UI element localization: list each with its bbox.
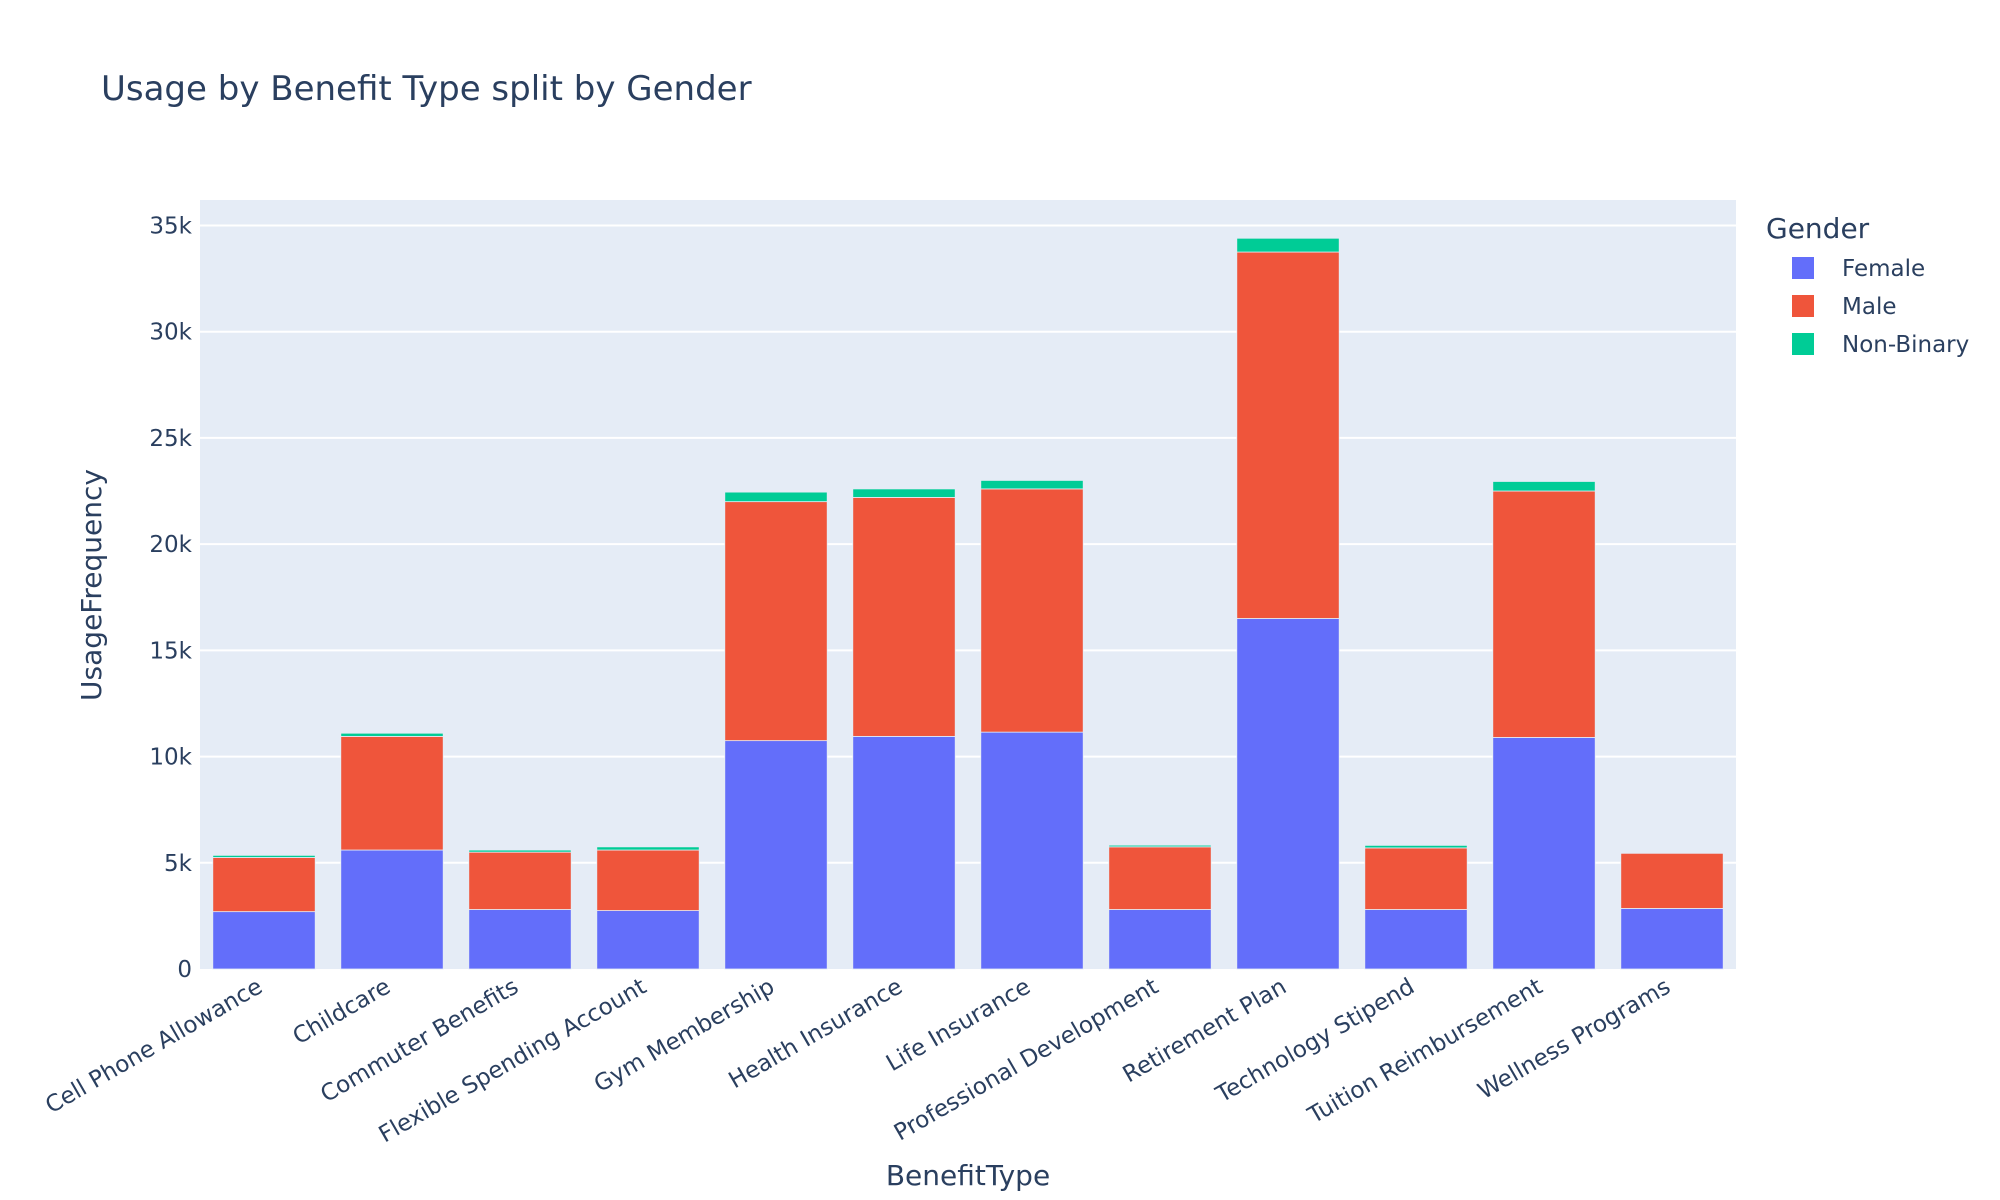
bar-non-binary-commuter-benefits[interactable] bbox=[468, 849, 572, 853]
y-tick-label: 35k bbox=[149, 213, 192, 239]
bar-female-cell-phone-allowance[interactable] bbox=[212, 911, 316, 970]
bars[interactable] bbox=[212, 237, 1724, 970]
legend-label-non-binary[interactable]: Non-Binary bbox=[1842, 332, 1969, 358]
y-axis-ticks: 0 5k 10k 15k 20k 25k 30k 35k bbox=[149, 213, 192, 983]
y-tick-label: 0 bbox=[177, 957, 192, 983]
bar-female-tuition-reimbursement[interactable] bbox=[1492, 737, 1596, 970]
bar-male-retirement-plan[interactable] bbox=[1236, 251, 1340, 619]
bar-non-binary-life-insurance[interactable] bbox=[980, 480, 1084, 490]
legend-swatch-male[interactable] bbox=[1792, 295, 1814, 317]
bar-male-health-insurance[interactable] bbox=[852, 497, 956, 737]
bar-non-binary-professional-development[interactable] bbox=[1108, 844, 1212, 848]
bar-non-binary-tuition-reimbursement[interactable] bbox=[1492, 481, 1596, 492]
bar-female-commuter-benefits[interactable] bbox=[468, 909, 572, 970]
bar-female-wellness-programs[interactable] bbox=[1620, 908, 1724, 970]
bar-female-childcare[interactable] bbox=[340, 849, 444, 970]
legend-label-male[interactable]: Male bbox=[1842, 294, 1896, 320]
bar-female-technology-stipend[interactable] bbox=[1364, 909, 1468, 970]
bar-male-childcare[interactable] bbox=[340, 735, 444, 851]
legend-swatch-non-binary[interactable] bbox=[1792, 333, 1814, 355]
bar-male-life-insurance[interactable] bbox=[980, 488, 1084, 733]
legend-title: Gender bbox=[1766, 212, 1870, 245]
bar-male-wellness-programs[interactable] bbox=[1620, 852, 1724, 909]
bar-male-commuter-benefits[interactable] bbox=[468, 851, 572, 910]
x-tick-label: Childcare bbox=[289, 974, 395, 1050]
y-tick-label: 5k bbox=[164, 851, 193, 877]
y-tick-label: 25k bbox=[149, 426, 192, 452]
bar-female-life-insurance[interactable] bbox=[980, 731, 1084, 970]
bar-male-professional-development[interactable] bbox=[1108, 846, 1212, 910]
y-tick-label: 15k bbox=[149, 638, 192, 664]
x-axis-title: BenefitType bbox=[886, 1159, 1050, 1192]
legend-swatch-female[interactable] bbox=[1792, 257, 1814, 279]
bar-male-gym-membership[interactable] bbox=[724, 501, 828, 742]
bar-non-binary-childcare[interactable] bbox=[340, 732, 444, 737]
grid-lines bbox=[200, 224, 1736, 864]
legend-label-female[interactable]: Female bbox=[1842, 256, 1925, 282]
y-tick-label: 20k bbox=[149, 532, 192, 558]
bar-male-technology-stipend[interactable] bbox=[1364, 847, 1468, 910]
bar-non-binary-cell-phone-allowance[interactable] bbox=[212, 854, 316, 858]
legend[interactable]: Gender Female Male Non-Binary bbox=[1766, 212, 1969, 358]
bar-female-flexible-spending-account[interactable] bbox=[596, 910, 700, 970]
bar-non-binary-retirement-plan[interactable] bbox=[1236, 237, 1340, 253]
y-axis-title: UsageFrequency bbox=[75, 469, 108, 701]
bar-female-health-insurance[interactable] bbox=[852, 735, 956, 970]
bar-male-cell-phone-allowance[interactable] bbox=[212, 857, 316, 913]
bar-non-binary-wellness-programs[interactable] bbox=[1620, 852, 1724, 854]
y-tick-label: 10k bbox=[149, 745, 192, 771]
bar-non-binary-health-insurance[interactable] bbox=[852, 488, 956, 498]
x-tick-label: Cell Phone Allowance bbox=[41, 974, 267, 1119]
bar-female-retirement-plan[interactable] bbox=[1236, 618, 1340, 970]
bar-non-binary-technology-stipend[interactable] bbox=[1364, 844, 1468, 849]
y-tick-label: 30k bbox=[149, 320, 192, 346]
bar-female-professional-development[interactable] bbox=[1108, 909, 1212, 970]
bar-non-binary-flexible-spending-account[interactable] bbox=[596, 846, 700, 851]
chart-title: Usage by Benefit Type split by Gender bbox=[101, 69, 752, 109]
plot-area bbox=[200, 200, 1736, 969]
bar-male-flexible-spending-account[interactable] bbox=[596, 849, 700, 911]
bar-male-tuition-reimbursement[interactable] bbox=[1492, 490, 1596, 738]
bar-non-binary-gym-membership[interactable] bbox=[724, 491, 828, 503]
bar-female-gym-membership[interactable] bbox=[724, 740, 828, 970]
x-tick-label: Tuition Reimbursement bbox=[1303, 974, 1547, 1130]
